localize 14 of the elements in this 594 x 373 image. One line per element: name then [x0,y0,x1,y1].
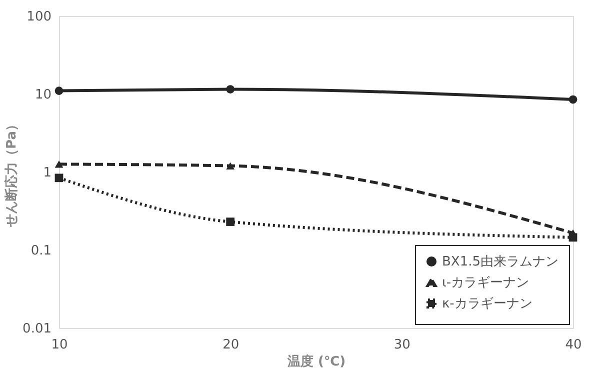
y-tick-label: 10 [34,88,52,102]
y-tick-label: 100 [26,10,52,24]
y-tick-label: 0.01 [22,322,52,336]
y-tick-label: 0.1 [30,244,52,258]
x-tick-label: 10 [51,338,68,352]
x-tick-label: 40 [565,338,582,352]
y-tick-label: 1 [43,166,52,180]
legend-label: BX1.5由来ラムナン [442,254,558,270]
y-axis-title: せん断応力（Pa） [4,118,20,228]
x-tick-label: 30 [394,338,410,352]
x-axis-title: 温度 (℃) [286,354,346,370]
x-tick-label: 20 [222,338,240,352]
legend-label: ι-カラギーナン [442,276,530,290]
legend-label: κ-カラギーナン [442,296,532,312]
